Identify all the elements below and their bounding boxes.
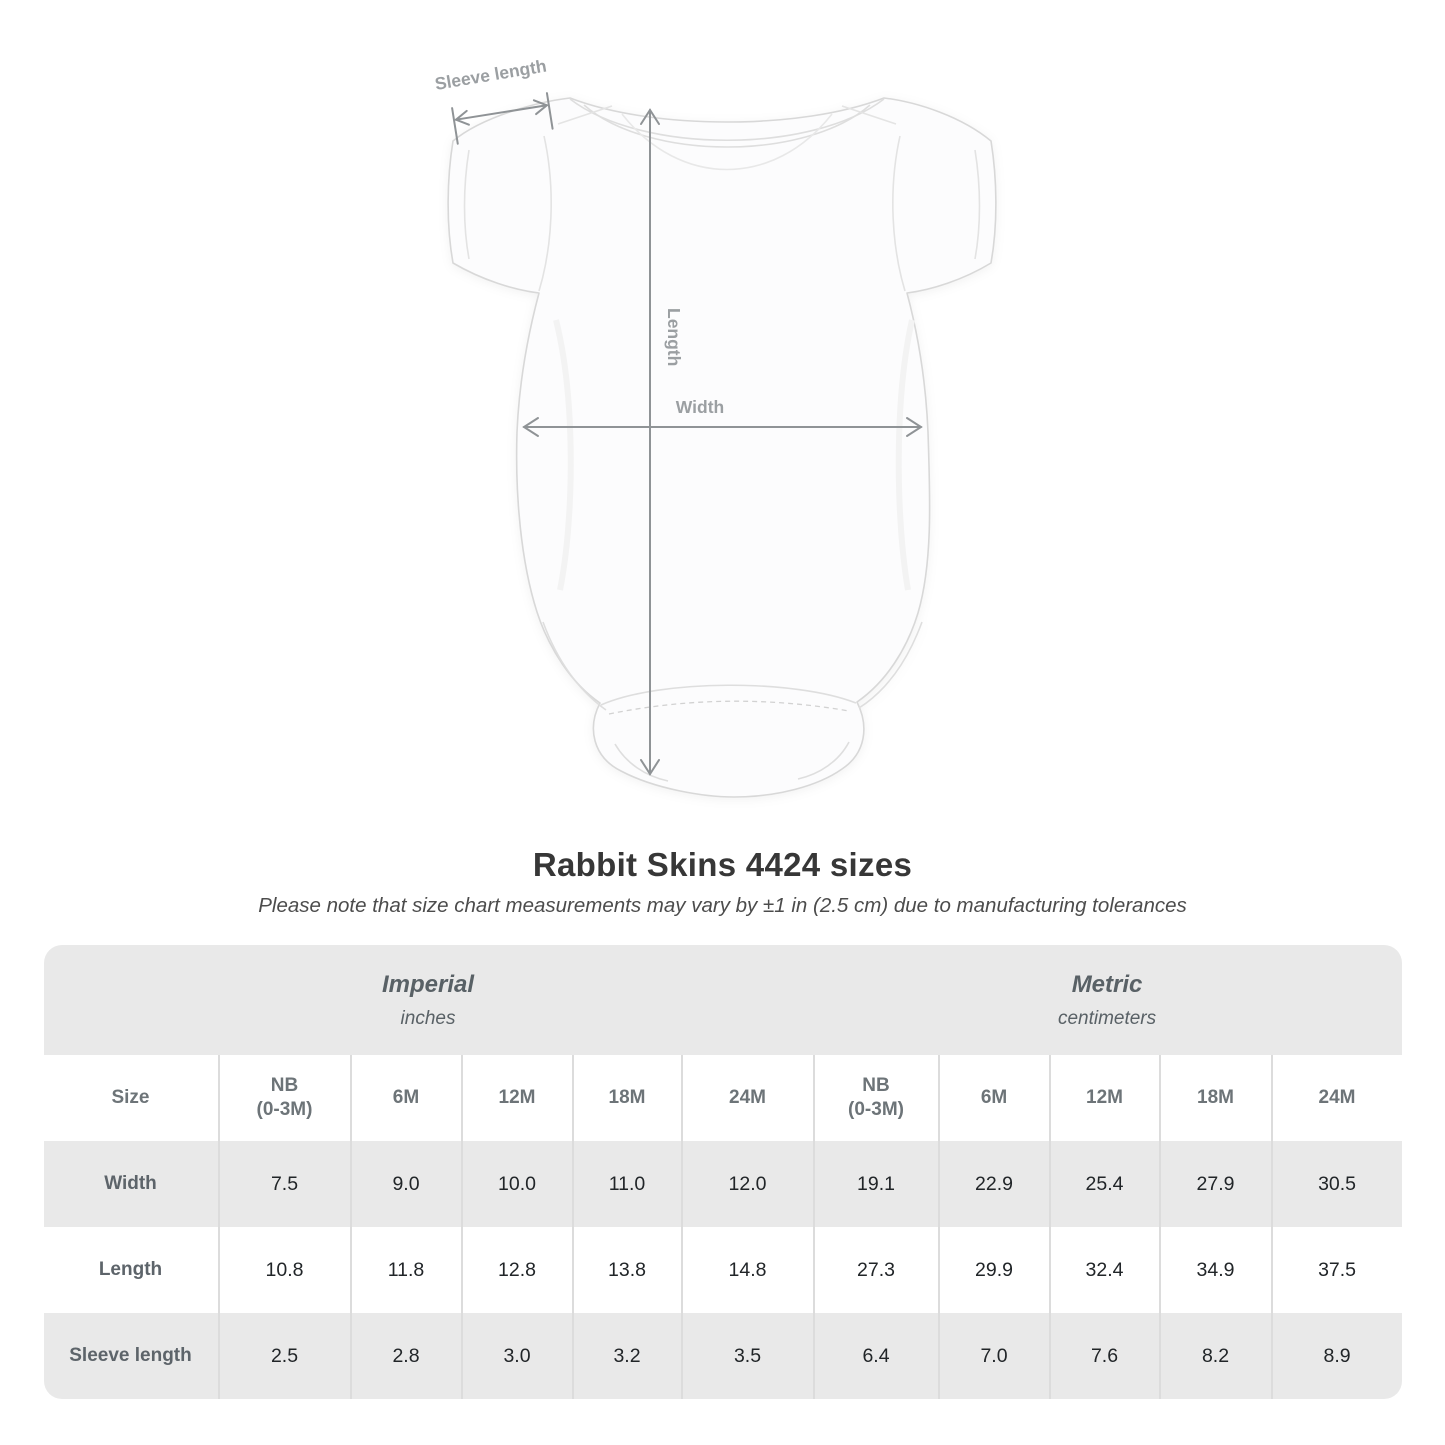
length-imperial-nb: 10.8 (217, 1227, 350, 1313)
row-label-width: Width (43, 1141, 218, 1227)
size-table-container: Imperial inches Metric centimeters Size … (43, 945, 1402, 1399)
col-header-metric-18m: 18M (1158, 1055, 1271, 1141)
width-metric-12m: 25.4 (1048, 1141, 1159, 1227)
width-metric-6m: 22.9 (937, 1141, 1049, 1227)
sleeve-length-label: Sleeve length (433, 56, 548, 94)
size-diagram: Sleeve length Length Width (433, 56, 997, 798)
row-label-length: Length (43, 1227, 218, 1313)
sleeve-imperial-6m: 2.8 (349, 1313, 461, 1399)
metric-band: Metric centimeters (812, 945, 1402, 1055)
size-header: Size (43, 1055, 218, 1141)
sleeve-imperial-18m: 3.2 (571, 1313, 681, 1399)
sleeve-metric-12m: 7.6 (1048, 1313, 1159, 1399)
length-imperial-18m: 13.8 (571, 1227, 681, 1313)
sleeve-imperial-nb: 2.5 (217, 1313, 350, 1399)
imperial-unit: inches (400, 1007, 456, 1029)
col-header-metric-6m: 6M (937, 1055, 1049, 1141)
table-row-sleeve-length: Sleeve length 2.5 2.8 3.0 3.2 3.5 6.4 7.… (43, 1313, 1402, 1399)
imperial-label: Imperial (381, 970, 475, 998)
sleeve-metric-nb: 6.4 (812, 1313, 938, 1399)
column-header-row: Size NB (0-3M) 6M 12M 18M 24M NB (0-3M) … (43, 1055, 1402, 1141)
bodysuit-outline (447, 97, 997, 798)
col-header-imperial-nb: NB (0-3M) (217, 1055, 350, 1141)
sleeve-metric-24m: 8.9 (1270, 1313, 1402, 1399)
length-imperial-12m: 12.8 (460, 1227, 572, 1313)
length-metric-24m: 37.5 (1270, 1227, 1402, 1313)
metric-unit: centimeters (1057, 1007, 1157, 1029)
sleeve-metric-18m: 8.2 (1158, 1313, 1271, 1399)
length-arrow (640, 108, 660, 776)
sleeve-length-arrow (451, 92, 554, 145)
table-row-length: Length 10.8 11.8 12.8 13.8 14.8 27.3 29.… (43, 1227, 1402, 1313)
crotch-details (542, 621, 923, 782)
length-label: Length (664, 308, 684, 366)
unit-band-row: Imperial inches Metric centimeters (43, 945, 1402, 1055)
length-imperial-24m: 14.8 (680, 1227, 813, 1313)
col-header-metric-24m: 24M (1270, 1055, 1402, 1141)
size-table: Imperial inches Metric centimeters Size … (43, 945, 1402, 1399)
width-imperial-6m: 9.0 (349, 1141, 461, 1227)
length-metric-6m: 29.9 (937, 1227, 1049, 1313)
col-header-metric-nb: NB (0-3M) (812, 1055, 938, 1141)
neckline-details (557, 98, 897, 171)
width-imperial-24m: 12.0 (680, 1141, 813, 1227)
page-title: Rabbit Skins 4424 sizes (532, 846, 913, 883)
length-imperial-6m: 11.8 (349, 1227, 461, 1313)
metric-label: Metric (1071, 970, 1143, 998)
col-header-imperial-18m: 18M (571, 1055, 681, 1141)
imperial-band: Imperial inches (43, 945, 813, 1055)
sleeve-imperial-24m: 3.5 (680, 1313, 813, 1399)
col-header-imperial-24m: 24M (680, 1055, 813, 1141)
length-metric-12m: 32.4 (1048, 1227, 1159, 1313)
row-label-sleeve-length: Sleeve length (43, 1313, 218, 1399)
width-metric-nb: 19.1 (812, 1141, 938, 1227)
width-metric-18m: 27.9 (1158, 1141, 1271, 1227)
sleeve-imperial-12m: 3.0 (460, 1313, 572, 1399)
table-row-width: Width 7.5 9.0 10.0 11.0 12.0 19.1 22.9 2… (43, 1141, 1402, 1227)
width-arrow (522, 417, 923, 437)
width-imperial-nb: 7.5 (217, 1141, 350, 1227)
width-imperial-18m: 11.0 (571, 1141, 681, 1227)
width-label: Width (676, 397, 724, 417)
length-metric-18m: 34.9 (1158, 1227, 1271, 1313)
sleeve-metric-6m: 7.0 (937, 1313, 1049, 1399)
tolerance-note: Please note that size chart measurements… (258, 894, 1187, 917)
col-header-imperial-6m: 6M (349, 1055, 461, 1141)
sleeve-details (463, 135, 981, 292)
col-header-metric-12m: 12M (1048, 1055, 1159, 1141)
width-imperial-12m: 10.0 (460, 1141, 572, 1227)
fabric-shading (553, 319, 915, 591)
length-metric-nb: 27.3 (812, 1227, 938, 1313)
width-metric-24m: 30.5 (1270, 1141, 1402, 1227)
bodysuit-diagram: Sleeve length Length Width (433, 56, 997, 798)
col-header-imperial-12m: 12M (460, 1055, 572, 1141)
